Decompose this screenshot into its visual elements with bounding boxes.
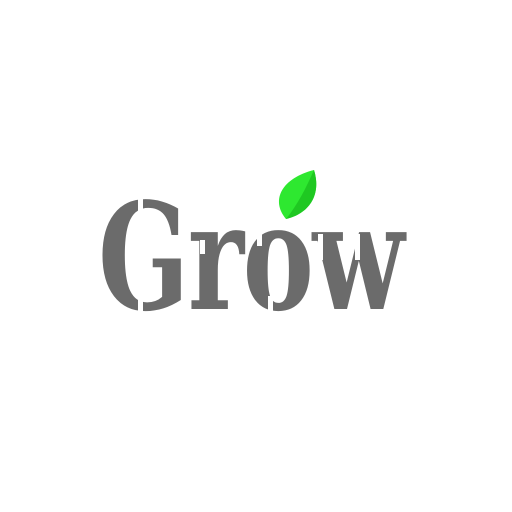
leaf-icon <box>278 170 317 219</box>
stencil-gaps <box>138 186 360 316</box>
logo-wordmark: Grow <box>98 170 407 344</box>
